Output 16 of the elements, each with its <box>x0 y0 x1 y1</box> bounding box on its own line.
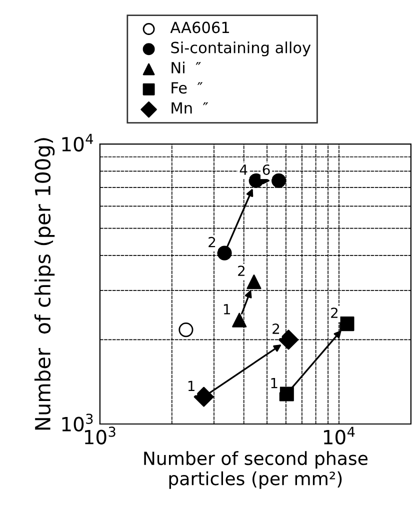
legend-label: Mn ″ <box>172 102 208 114</box>
annotation: 2 <box>238 266 245 276</box>
annotation: 1 <box>188 380 194 391</box>
legend-label: AA6061 <box>170 22 229 34</box>
annotation: 4 <box>240 164 248 175</box>
annotation: 6 <box>262 164 270 175</box>
x-axis-title: Number of second phase particles (per mm²) <box>144 451 368 489</box>
legend-label: Fe ″ <box>172 82 203 94</box>
annotation: 2 <box>208 236 216 248</box>
legend-label: Ni ″ <box>172 62 201 74</box>
y-axis-title: Number of chips (per 100g) <box>34 138 55 430</box>
legend-label: Si-containing alloy <box>171 42 311 56</box>
annotation: 1 <box>271 378 278 388</box>
annotation: 1 <box>224 304 230 314</box>
annotation: 2 <box>331 308 338 318</box>
annotation: 2 <box>272 324 280 334</box>
